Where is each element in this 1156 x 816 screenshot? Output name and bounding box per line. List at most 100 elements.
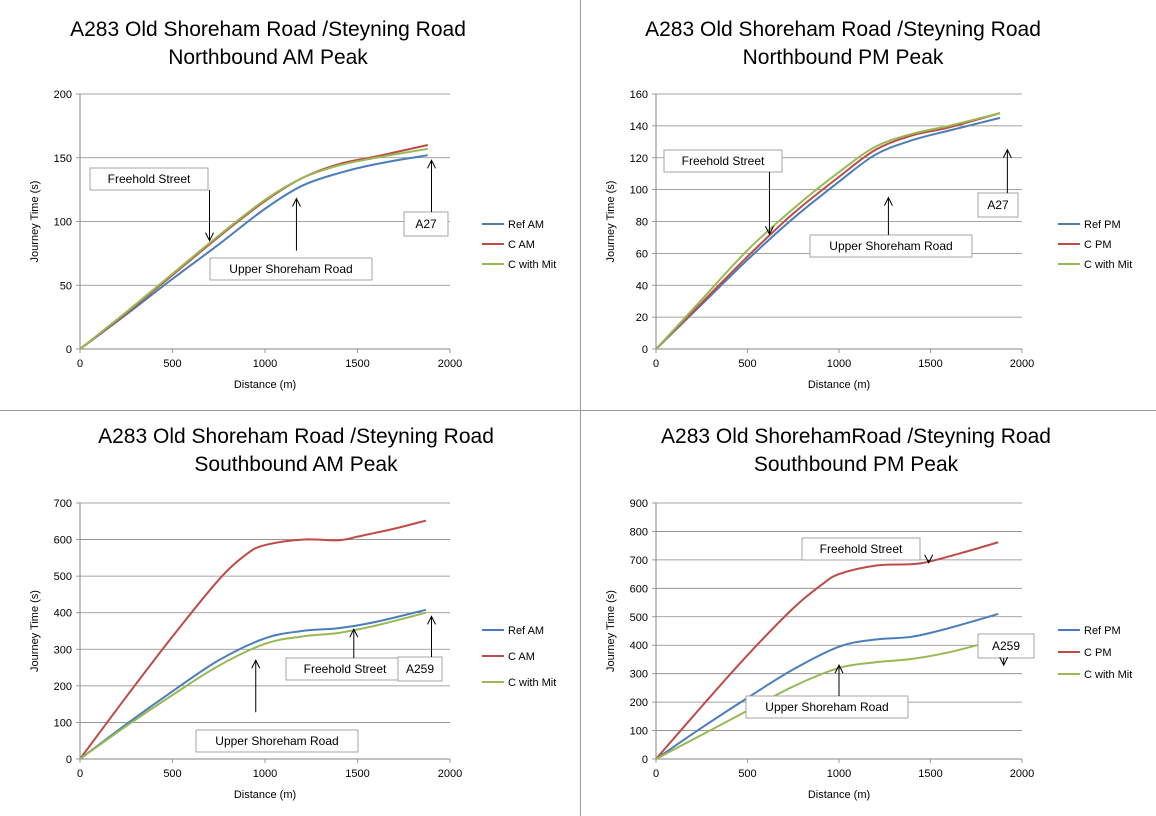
chart0-x-tick-label: 0 bbox=[77, 358, 83, 370]
chart1-x-tick-label: 0 bbox=[653, 358, 659, 370]
chart2-y-tick-label: 0 bbox=[66, 754, 72, 766]
chart1-y-tick-label: 60 bbox=[636, 248, 648, 260]
chart1-y-tick-label: 0 bbox=[642, 344, 648, 356]
chart2-legend-label-0: Ref AM bbox=[508, 625, 544, 637]
chart1-x-tick-label: 500 bbox=[738, 358, 756, 370]
chart1-annotation-arrowhead-0 bbox=[765, 226, 774, 236]
chart0-legend-label-0: Ref AM bbox=[508, 219, 544, 231]
chart2-y-tick-label: 100 bbox=[54, 717, 72, 729]
chart2-y-tick-label: 700 bbox=[54, 498, 72, 510]
chart2-annotation-arrowhead-2 bbox=[427, 615, 436, 625]
chart2-series-line-2 bbox=[79, 611, 427, 760]
chart2-annotation-label-2: A259 bbox=[406, 662, 434, 676]
chart0-annotation-arrowhead-2 bbox=[427, 159, 436, 169]
chart0-annotation-label-1: Upper Shoreham Road bbox=[229, 262, 352, 276]
chart3-annotation-box-0 bbox=[801, 537, 921, 561]
chart2-annotation-arrowhead-0 bbox=[349, 628, 359, 638]
chart3-annotation-box-2 bbox=[977, 633, 1035, 659]
chart0-annotation-label-2: A27 bbox=[415, 217, 437, 231]
chart1-y-tick-label: 120 bbox=[630, 153, 648, 165]
chart0-annotation-arrowhead-1 bbox=[292, 197, 301, 207]
chart3-y-tick-label: 900 bbox=[630, 498, 648, 510]
chart0-y-tick-label: 200 bbox=[54, 89, 72, 101]
chart0-x-tick-label: 2000 bbox=[438, 358, 462, 370]
chart1-y-tick-label: 100 bbox=[630, 185, 648, 197]
chart2-x-tick-label: 500 bbox=[163, 768, 181, 780]
chart0-x-axis-label: Distance (m) bbox=[234, 379, 296, 391]
chart3-series-line-0 bbox=[655, 612, 999, 760]
chart3-annotation-box-1 bbox=[745, 695, 909, 719]
chart3-y-tick-label: 800 bbox=[630, 526, 648, 538]
chart0-series-line-0 bbox=[79, 154, 428, 350]
chart2-annotation-label-0: Freehold Street bbox=[304, 662, 387, 676]
chart0-annotation-box-1 bbox=[209, 257, 373, 281]
chart0-y-axis-label: Journey Time (s) bbox=[29, 181, 41, 263]
chart1-y-tick-label: 80 bbox=[636, 217, 648, 229]
chart2-series-line-0 bbox=[79, 608, 427, 760]
chart3-y-tick-label: 500 bbox=[630, 612, 648, 624]
chart0-subtitle: Northbound AM Peak bbox=[168, 46, 368, 69]
chart2-x-tick-label: 1000 bbox=[253, 768, 277, 780]
chart1-y-tick-label: 140 bbox=[630, 121, 648, 133]
chart3-x-tick-label: 0 bbox=[653, 768, 659, 780]
chart0-x-tick-label: 500 bbox=[163, 358, 181, 370]
chart2-y-axis-label: Journey Time (s) bbox=[29, 590, 41, 672]
chart3-x-tick-label: 2000 bbox=[1010, 768, 1034, 780]
chart2-series-line-1 bbox=[79, 519, 427, 760]
chart1-legend-label-1: C PM bbox=[1084, 239, 1112, 251]
chart2-x-axis-label: Distance (m) bbox=[234, 789, 296, 801]
chart2-subtitle: Southbound AM Peak bbox=[194, 453, 398, 476]
chart1-series-line-1 bbox=[655, 112, 1001, 350]
chart3-y-tick-label: 0 bbox=[642, 754, 648, 766]
chart1-series-line-0 bbox=[655, 116, 1001, 350]
chart1-y-tick-label: 40 bbox=[636, 280, 648, 292]
chart3-legend-label-1: C PM bbox=[1084, 647, 1112, 659]
chart0-annotation-box-2 bbox=[403, 211, 449, 237]
chart1-series-line-2 bbox=[655, 112, 1001, 350]
chart2-annotation-box-1 bbox=[195, 729, 359, 753]
chart3-legend-label-0: Ref PM bbox=[1084, 625, 1121, 637]
chart3-annotation-label-1: Upper Shoreham Road bbox=[765, 700, 888, 714]
chart3-x-tick-label: 1500 bbox=[918, 768, 942, 780]
chart1-x-tick-label: 1000 bbox=[827, 358, 851, 370]
chart2-y-tick-label: 200 bbox=[54, 681, 72, 693]
chart3-y-tick-label: 200 bbox=[630, 697, 648, 709]
chart1-x-axis-label: Distance (m) bbox=[808, 379, 870, 391]
chart1-y-tick-label: 20 bbox=[636, 312, 648, 324]
chart1-x-tick-label: 1500 bbox=[918, 358, 942, 370]
chart1-annotation-label-2: A27 bbox=[987, 198, 1009, 212]
chart1-y-axis-label: Journey Time (s) bbox=[605, 181, 617, 263]
chart3-y-tick-label: 100 bbox=[630, 726, 648, 738]
chart0-series-line-2 bbox=[79, 147, 428, 350]
chart0-x-tick-label: 1000 bbox=[253, 358, 277, 370]
chart0-y-tick-label: 0 bbox=[66, 344, 72, 356]
chart0-y-tick-label: 150 bbox=[54, 153, 72, 165]
chart2-x-tick-label: 1500 bbox=[345, 768, 369, 780]
chart2-annotation-label-1: Upper Shoreham Road bbox=[215, 734, 338, 748]
chart3-annotation-label-0: Freehold Street bbox=[820, 542, 903, 556]
chart3-x-tick-label: 1000 bbox=[827, 768, 851, 780]
chart0-legend-label-2: C with Mit bbox=[508, 259, 556, 271]
chart0-annotation-box-0 bbox=[89, 167, 209, 191]
chart3-annotation-arrowhead-2 bbox=[999, 656, 1009, 667]
chart1-annotation-box-2 bbox=[977, 192, 1019, 218]
chart1-annotation-box-1 bbox=[809, 234, 973, 258]
chart0-annotation-label-0: Freehold Street bbox=[108, 172, 191, 186]
chart2-legend-label-2: C with Mit bbox=[508, 677, 556, 689]
chart1-legend-label-2: C with Mit bbox=[1084, 259, 1132, 271]
chart2-y-tick-label: 300 bbox=[54, 644, 72, 656]
chart1-x-tick-label: 2000 bbox=[1010, 358, 1034, 370]
chart1-y-tick-label: 160 bbox=[630, 89, 648, 101]
chart3-y-tick-label: 600 bbox=[630, 583, 648, 595]
chart1-title: A283 Old Shoreham Road /Steyning Road bbox=[645, 18, 1041, 41]
chart2-y-tick-label: 600 bbox=[54, 535, 72, 547]
chart3-annotation-label-2: A259 bbox=[992, 639, 1020, 653]
chart3-annotation-arrowhead-0 bbox=[924, 554, 934, 564]
chart2-annotation-arrowhead-1 bbox=[251, 659, 261, 669]
chart2-x-tick-label: 2000 bbox=[438, 768, 462, 780]
chart0-x-tick-label: 1500 bbox=[345, 358, 369, 370]
chart3-annotation-arrowhead-1 bbox=[834, 664, 844, 674]
chart1-annotation-label-1: Upper Shoreham Road bbox=[829, 239, 952, 253]
chart0-y-tick-label: 100 bbox=[54, 217, 72, 229]
